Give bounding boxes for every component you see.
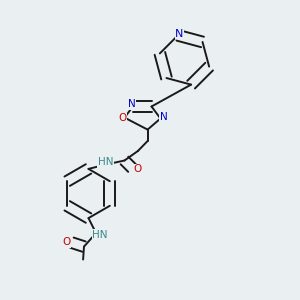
Text: N: N xyxy=(128,99,135,109)
Text: N: N xyxy=(175,29,184,39)
Text: HN: HN xyxy=(92,230,108,240)
Text: HN: HN xyxy=(98,157,113,167)
Text: N: N xyxy=(160,112,167,122)
Text: O: O xyxy=(133,164,142,175)
Text: O: O xyxy=(62,237,71,247)
Text: O: O xyxy=(118,112,126,123)
